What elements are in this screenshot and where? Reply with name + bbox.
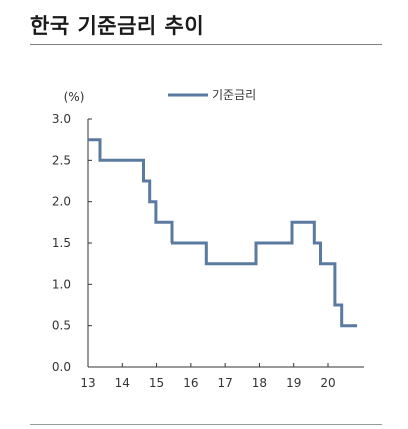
- legend-label: 기준금리: [212, 88, 256, 102]
- x-tick-label: 15: [149, 376, 164, 390]
- y-tick-label: 3.0: [52, 112, 71, 126]
- x-tick-label: 20: [320, 376, 335, 390]
- x-tick-label: 13: [80, 376, 95, 390]
- y-tick-label: 1.5: [52, 236, 71, 250]
- series-line-0: [88, 138, 358, 328]
- x-tick-label: 17: [218, 376, 233, 390]
- legend: 기준금리: [168, 88, 256, 102]
- x-tick-label: 14: [115, 376, 130, 390]
- y-tick-label: 1.0: [52, 277, 71, 291]
- x-tick-label: 16: [183, 376, 198, 390]
- y-tick-label: 0.0: [52, 360, 71, 374]
- x-tick-label: 19: [286, 376, 301, 390]
- axes: 0.0 0.5 1.0 1.5 2.0 2.5 3.0 (%) 13 14 15 16 17 18 19 20: [52, 90, 364, 390]
- title-divider: [30, 44, 382, 45]
- y-tick-label: 0.5: [52, 319, 71, 333]
- series-layer: [88, 138, 358, 328]
- chart-title: 한국 기준금리 추이: [30, 14, 205, 38]
- bottom-divider: [30, 424, 382, 425]
- x-tick-label: 18: [252, 376, 267, 390]
- y-tick-label: 2.5: [52, 153, 71, 167]
- y-tick-label: 2.0: [52, 195, 71, 209]
- y-axis-unit-label: (%): [64, 90, 85, 104]
